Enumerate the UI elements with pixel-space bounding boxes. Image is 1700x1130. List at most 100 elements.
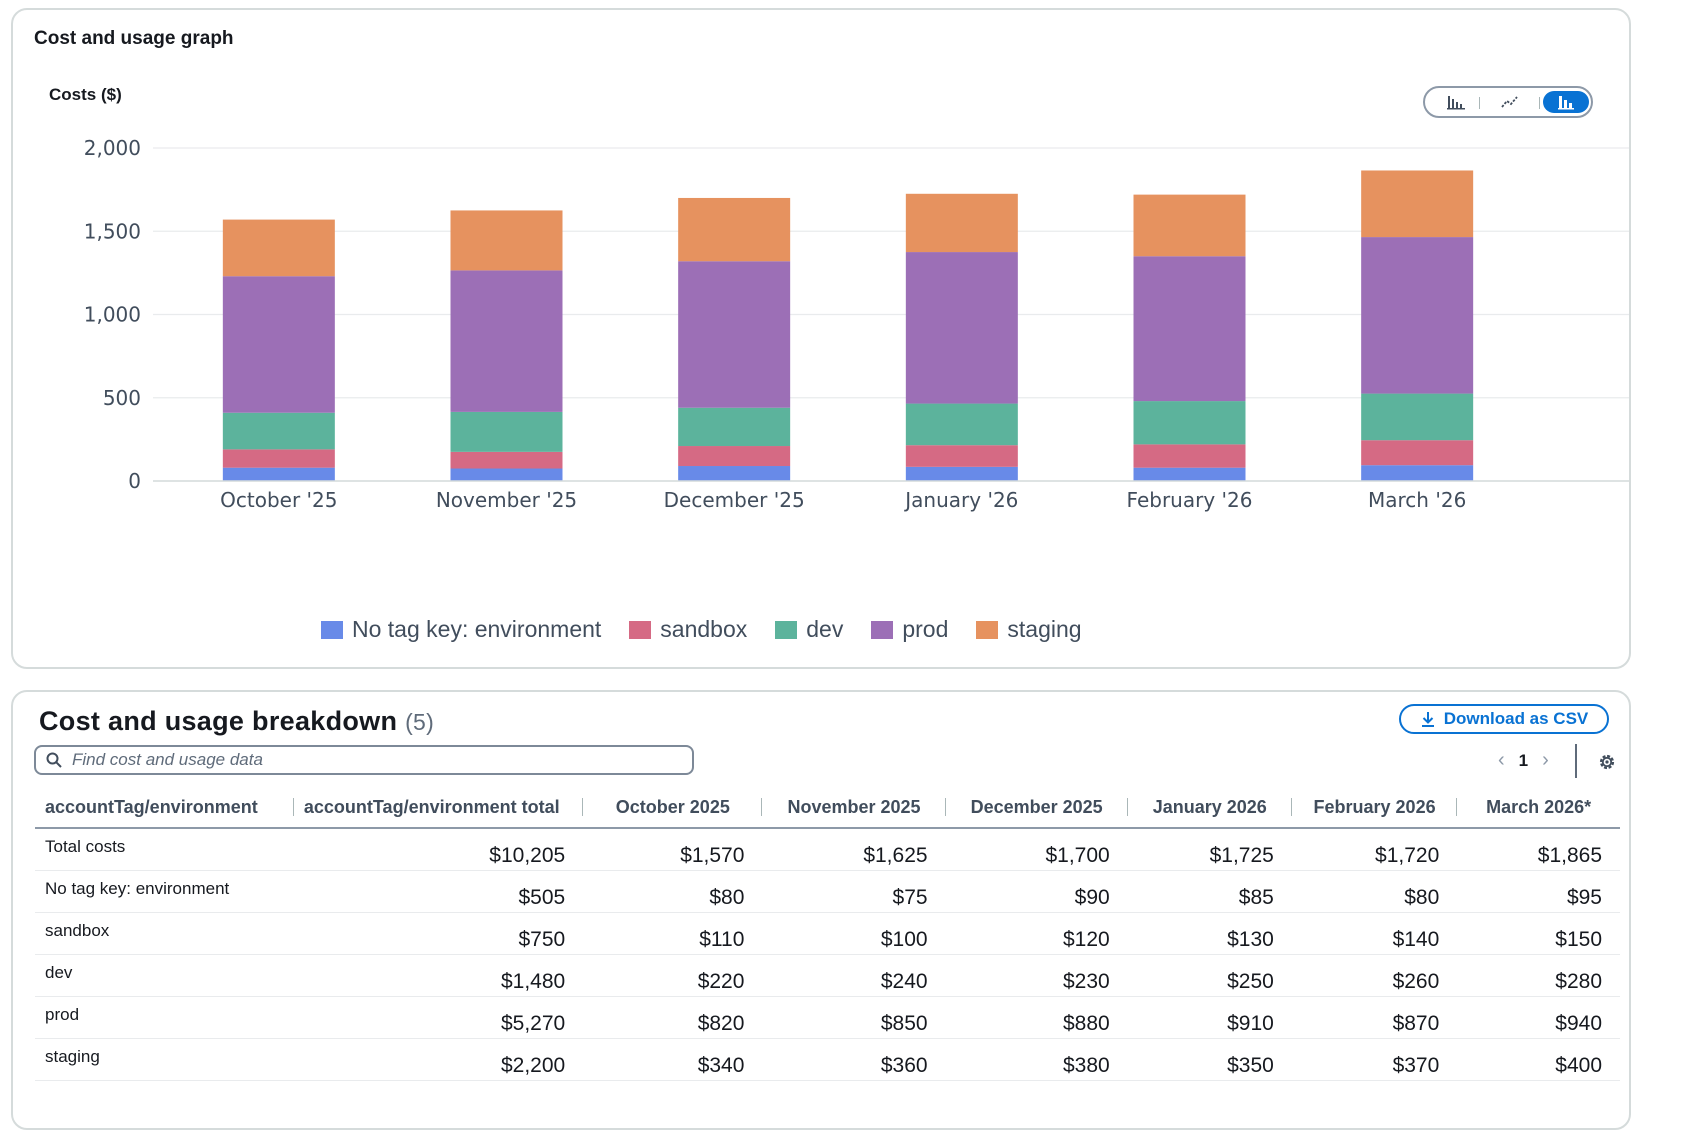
- line-chart-icon: [1501, 96, 1518, 108]
- column-resizer[interactable]: [1456, 798, 1458, 816]
- chart-type-toggle: [1423, 86, 1593, 118]
- bar-segment[interactable]: [678, 407, 791, 447]
- column-header[interactable]: March 2026*: [1457, 787, 1620, 829]
- bar-segment[interactable]: [1361, 170, 1474, 238]
- cost-cell: $1,625: [762, 828, 946, 871]
- column-resizer[interactable]: [292, 798, 294, 816]
- cost-cell: $340: [583, 1038, 763, 1081]
- current-page-number[interactable]: 1: [1518, 750, 1529, 770]
- bar-segment[interactable]: [222, 276, 335, 413]
- bar-segment[interactable]: [905, 403, 1018, 446]
- cost-cell: $140: [1291, 912, 1458, 955]
- bar-segment[interactable]: [905, 193, 1018, 253]
- legend-label: prod: [902, 616, 949, 642]
- cost-cell: $150: [1457, 912, 1620, 955]
- legend-swatch: [775, 620, 798, 639]
- column-header[interactable]: October 2025: [583, 787, 763, 829]
- table-body: Total costs $10,205 $1,570 $1,625 $1,700 $1,7…: [35, 828, 1620, 1081]
- legend-swatch: [871, 620, 894, 639]
- table-row: staging $2,200 $340 $360 $380 $350 $370 $400: [35, 1038, 1620, 1081]
- bar-segment[interactable]: [905, 252, 1018, 404]
- stacked-bar-chart-button[interactable]: [1543, 91, 1589, 113]
- column-header[interactable]: accountTag/environment total: [293, 787, 584, 829]
- column-header-label: December 2025: [970, 796, 1103, 817]
- x-tick-label: December '25: [664, 488, 805, 512]
- toggle-separator: [1479, 97, 1480, 109]
- row-label-cell: No tag key: environment: [35, 870, 294, 913]
- bar-segment[interactable]: [450, 210, 563, 271]
- bar-segment[interactable]: [678, 261, 791, 408]
- bar-segment[interactable]: [1133, 256, 1246, 402]
- cost-cell: $910: [1127, 996, 1292, 1039]
- table-row: sandbox $750 $110 $100 $120 $130 $140 $150: [35, 912, 1620, 955]
- column-header-label: October 2025: [615, 796, 730, 817]
- column-resizer[interactable]: [761, 798, 763, 816]
- stacked-bar-chart: 2,000 1,500 1,000 500 0 October '25 November '…: [84, 136, 1629, 512]
- download-csv-button[interactable]: Download as CSV: [1399, 704, 1609, 734]
- chart-legend: No tag key: environment sandbox dev prod sta…: [321, 616, 1082, 643]
- row-label-cell: dev: [35, 954, 294, 997]
- column-resizer[interactable]: [944, 798, 946, 816]
- bar-segment[interactable]: [678, 466, 791, 481]
- bar-segment[interactable]: [1361, 465, 1474, 481]
- breakdown-table: accountTag/environment accountTag/environ…: [35, 787, 1620, 1081]
- cost-cell: $880: [945, 996, 1128, 1039]
- bar-segment[interactable]: [450, 468, 563, 481]
- bar-segment[interactable]: [905, 466, 1018, 481]
- legend-item[interactable]: No tag key: environment: [321, 616, 601, 643]
- search-input[interactable]: [70, 749, 674, 771]
- bar-segment[interactable]: [450, 411, 563, 452]
- bar-segment[interactable]: [678, 446, 791, 467]
- search-field[interactable]: [34, 745, 694, 775]
- column-header[interactable]: accountTag/environment: [35, 787, 294, 829]
- row-label-cell: staging: [35, 1038, 294, 1081]
- column-resizer[interactable]: [1126, 798, 1128, 816]
- gear-icon[interactable]: [1597, 752, 1617, 772]
- breakdown-title: Cost and usage breakdown (5): [39, 706, 434, 737]
- line-chart-button[interactable]: [1487, 91, 1533, 113]
- bar-segment[interactable]: [1133, 467, 1246, 481]
- bar-segment[interactable]: [222, 449, 335, 468]
- y-tick-label: 1,000: [84, 303, 141, 327]
- column-resizer[interactable]: [1290, 798, 1292, 816]
- cost-cell: $400: [1457, 1038, 1620, 1081]
- bar-chart-button[interactable]: [1433, 91, 1479, 113]
- legend-item[interactable]: staging: [976, 616, 1082, 643]
- bar-segment[interactable]: [222, 412, 335, 450]
- bar-segment[interactable]: [678, 197, 791, 262]
- bar-segment[interactable]: [905, 445, 1018, 467]
- bar-segment[interactable]: [1133, 194, 1246, 257]
- column-header-label: February 2026: [1313, 796, 1436, 817]
- x-tick-label: March '26: [1368, 488, 1466, 512]
- column-header[interactable]: February 2026: [1291, 787, 1458, 829]
- bar-segment[interactable]: [1361, 393, 1474, 441]
- cost-cell: $80: [583, 870, 763, 913]
- legend-item[interactable]: dev: [775, 616, 843, 643]
- x-tick-label: November '25: [436, 488, 577, 512]
- column-resizer[interactable]: [582, 798, 584, 816]
- bar-segment[interactable]: [1133, 444, 1246, 468]
- legend-item[interactable]: sandbox: [629, 616, 747, 643]
- column-header[interactable]: December 2025: [945, 787, 1128, 829]
- cost-cell: $240: [762, 954, 946, 997]
- bar-segment[interactable]: [1361, 237, 1474, 394]
- legend-item[interactable]: prod: [871, 616, 948, 643]
- table-row: prod $5,270 $820 $850 $880 $910 $870 $940: [35, 996, 1620, 1039]
- bar-segment[interactable]: [1361, 440, 1474, 466]
- bar-segment[interactable]: [222, 219, 335, 277]
- bar-segment[interactable]: [450, 451, 563, 469]
- previous-page-icon[interactable]: ‹: [1498, 749, 1505, 771]
- cost-cell: $260: [1291, 954, 1458, 997]
- column-header[interactable]: November 2025: [762, 787, 946, 829]
- next-page-icon[interactable]: ›: [1542, 749, 1549, 771]
- cost-cell: $1,570: [583, 828, 763, 871]
- bar-segment[interactable]: [222, 467, 335, 481]
- cost-cell: $80: [1291, 870, 1458, 913]
- cost-cell: $820: [583, 996, 763, 1039]
- bar-segment[interactable]: [450, 270, 563, 412]
- y-axis-title: Costs ($): [49, 85, 122, 104]
- cost-cell: $75: [762, 870, 946, 913]
- column-header[interactable]: January 2026: [1127, 787, 1292, 829]
- cost-cell: $940: [1457, 996, 1620, 1039]
- bar-segment[interactable]: [1133, 401, 1246, 445]
